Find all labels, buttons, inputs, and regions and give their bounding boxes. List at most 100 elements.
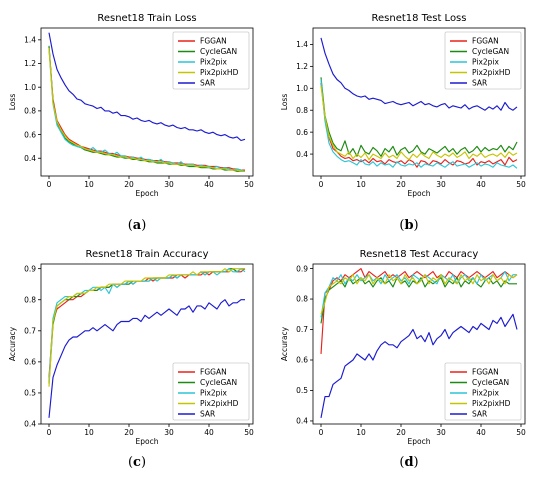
y-tick-label: 0.6 xyxy=(296,128,308,137)
legend-label-pix2pix: Pix2pix xyxy=(200,58,227,67)
panel-label-close: ) xyxy=(414,218,419,233)
y-tick-label: 0.8 xyxy=(296,295,308,304)
series-line-pix2pixhd xyxy=(320,274,518,315)
x-axis-label: Epoch xyxy=(136,437,159,446)
legend-label-cyclegan: CycleGAN xyxy=(472,378,509,387)
y-tick-label: 1.2 xyxy=(296,62,308,71)
series-line-pix2pixhd xyxy=(320,86,518,161)
x-tick-label: 10 xyxy=(84,428,94,437)
panel-label-open: ( xyxy=(128,455,133,470)
legend-label-sar: SAR xyxy=(472,79,487,88)
y-tick-label: 0.8 xyxy=(24,107,36,116)
x-tick-label: 40 xyxy=(204,428,214,437)
panel-label: (c) xyxy=(128,455,146,470)
chart-panel-b: Resnet18 Test Loss 0 10 20 30 40 50 0.4 0.6 0.8 1.… xyxy=(280,13,526,198)
legend-label-cyclegan: CycleGAN xyxy=(472,47,509,56)
x-axis-label: Epoch xyxy=(136,189,159,198)
y-tick-label: 0.6 xyxy=(24,358,36,367)
chart-title: Resnet18 Train Accuracy xyxy=(85,249,208,260)
legend-label-fggan: FGGAN xyxy=(472,37,499,46)
y-tick-label: 0.7 xyxy=(296,325,308,334)
x-tick-label: 50 xyxy=(244,428,254,437)
y-tick-label: 1.0 xyxy=(296,84,308,93)
plot-frame xyxy=(40,27,254,177)
x-tick-label: 40 xyxy=(476,428,486,437)
panel-label-open: ( xyxy=(399,218,404,233)
legend-label-cyclegan: CycleGAN xyxy=(200,378,237,387)
y-tick-label: 0.9 xyxy=(24,264,36,273)
series-line-fggan xyxy=(48,268,246,378)
x-tick-label: 20 xyxy=(396,180,406,189)
chart-panel-d: Resnet18 Test Accuracy 0 10 20 30 40 50 0.4 0.5 0… xyxy=(280,249,526,446)
legend-label-fggan: FGGAN xyxy=(200,368,227,377)
y-tick-label: 0.5 xyxy=(24,389,36,398)
x-tick-label: 50 xyxy=(516,180,526,189)
y-tick-label: 0.5 xyxy=(296,386,308,395)
series-line-sar xyxy=(320,37,518,111)
y-axis-label: Loss xyxy=(280,94,289,111)
y-tick-label: 0.6 xyxy=(24,130,36,139)
legend-box xyxy=(172,31,250,90)
series-line-cyclegan xyxy=(320,277,517,324)
panel-label-letter: b xyxy=(404,218,413,233)
x-tick-label: 40 xyxy=(476,180,486,189)
legend-label-pix2pix: Pix2pix xyxy=(472,58,499,67)
legend-label-sar: SAR xyxy=(472,410,487,419)
series-line-sar xyxy=(48,299,245,418)
x-axis-label: Epoch xyxy=(408,437,431,446)
panel-label: (d) xyxy=(399,455,418,470)
series-line-pix2pix xyxy=(320,79,518,169)
chart-panel-a: Resnet18 Train Loss 0 10 20 30 40 50 0.4 0.6 0.8 1… xyxy=(8,13,254,198)
series-line-cyclegan xyxy=(320,77,518,157)
y-tick-label: 1.4 xyxy=(296,40,308,49)
legend-label-pix2pixhd: Pix2pixHD xyxy=(472,68,511,77)
x-tick-label: 50 xyxy=(516,428,526,437)
panel-label: (b) xyxy=(399,218,418,233)
x-tick-label: 20 xyxy=(124,428,134,437)
y-tick-label: 0.4 xyxy=(24,154,36,163)
y-tick-label: 1.0 xyxy=(24,83,36,92)
x-tick-label: 0 xyxy=(47,180,52,189)
y-tick-label: 0.6 xyxy=(296,356,308,365)
legend-label-pix2pixhd: Pix2pixHD xyxy=(200,68,239,77)
panel-label: (a) xyxy=(128,218,147,233)
series-lines xyxy=(48,268,246,418)
x-tick-label: 10 xyxy=(84,180,94,189)
series-line-sar xyxy=(48,32,246,142)
x-tick-label: 0 xyxy=(319,428,324,437)
series-lines xyxy=(48,32,246,172)
chart-title: Resnet18 Test Accuracy xyxy=(360,249,479,260)
panel-label-letter: d xyxy=(404,455,413,470)
legend-label-sar: SAR xyxy=(200,79,215,88)
chart-title: Resnet18 Train Loss xyxy=(97,13,196,24)
series-line-pix2pixhd xyxy=(48,268,245,387)
y-tick-label: 0.9 xyxy=(296,264,308,273)
y-tick-label: 0.4 xyxy=(296,417,308,426)
legend-box xyxy=(444,362,522,421)
legend-label-pix2pix: Pix2pix xyxy=(472,389,499,398)
panel-label-close: ) xyxy=(141,455,146,470)
series-lines xyxy=(320,268,518,419)
x-tick-label: 30 xyxy=(436,428,446,437)
x-tick-label: 10 xyxy=(356,180,366,189)
x-tick-label: 20 xyxy=(124,180,134,189)
legend-label-pix2pix: Pix2pix xyxy=(200,389,227,398)
legend-box xyxy=(172,362,250,421)
legend-label-sar: SAR xyxy=(200,410,215,419)
plot-frame xyxy=(312,27,526,177)
x-tick-label: 40 xyxy=(204,180,214,189)
chart-panel-c: Resnet18 Train Accuracy 0 10 20 30 40 50 0.4 0.5… xyxy=(8,249,254,446)
x-tick-label: 30 xyxy=(164,180,174,189)
y-tick-label: 0.4 xyxy=(24,420,36,429)
panel-label-open: ( xyxy=(128,218,133,233)
y-tick-label: 0.4 xyxy=(296,150,308,159)
y-axis-label: Accuracy xyxy=(280,326,289,361)
y-tick-label: 1.2 xyxy=(24,59,36,68)
x-tick-label: 50 xyxy=(244,180,254,189)
legend-label-cyclegan: CycleGAN xyxy=(200,47,237,56)
plot-frame xyxy=(312,263,526,425)
